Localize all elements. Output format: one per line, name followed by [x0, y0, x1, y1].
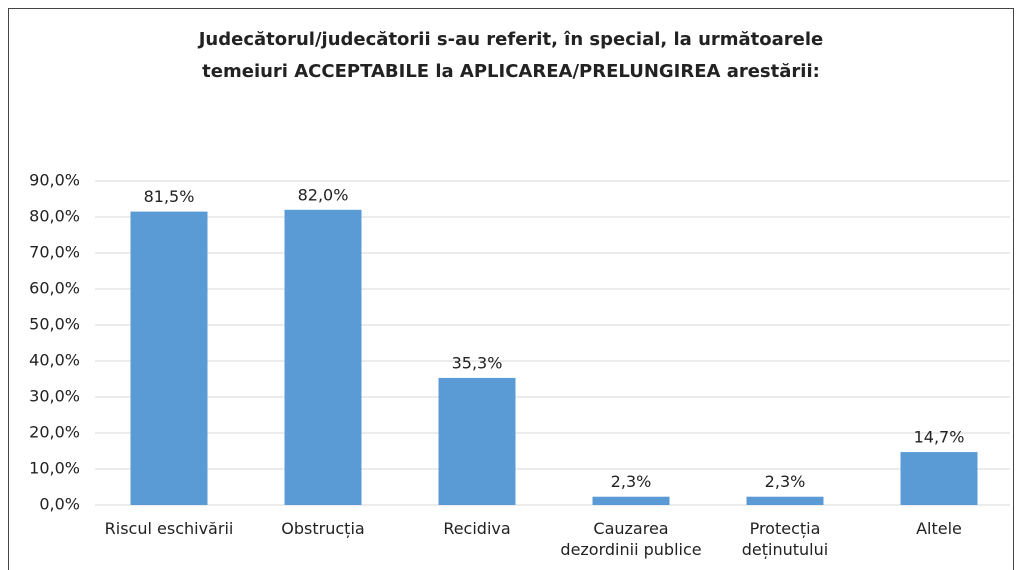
chart-title: Judecătorul/judecătorii s-au referit, în… [197, 29, 824, 82]
y-tick-label: 20,0% [29, 423, 80, 442]
y-tick-label: 80,0% [29, 207, 80, 226]
x-tick-label: Protecția deținutului [742, 519, 828, 559]
y-tick-label: 30,0% [29, 387, 80, 406]
y-tick-label: 70,0% [29, 243, 80, 262]
y-tick-label: 10,0% [29, 459, 80, 478]
data-label: 82,0% [298, 185, 349, 204]
x-tick-label: Recidiva [443, 519, 510, 538]
x-tick-label: Cauzarea dezordinii publice [560, 519, 701, 559]
x-tick-label: Altele [916, 519, 962, 538]
data-label: 14,7% [914, 428, 965, 447]
x-tick-label: Obstrucția [281, 519, 364, 538]
y-tick-label: 0,0% [39, 495, 80, 514]
bar [746, 496, 824, 505]
y-tick-label: 50,0% [29, 315, 80, 334]
data-label: 2,3% [611, 472, 652, 491]
data-label: 2,3% [765, 472, 806, 491]
data-label: 81,5% [144, 187, 195, 206]
bar [130, 211, 208, 505]
bar [900, 452, 978, 505]
y-tick-label: 90,0% [29, 171, 80, 190]
bar [284, 209, 362, 506]
y-tick-label: 40,0% [29, 351, 80, 370]
y-tick-label: 60,0% [29, 279, 80, 298]
bar [592, 496, 670, 505]
x-tick-label: Riscul eschivării [105, 519, 234, 538]
bar [438, 377, 516, 505]
data-label: 35,3% [452, 353, 503, 372]
